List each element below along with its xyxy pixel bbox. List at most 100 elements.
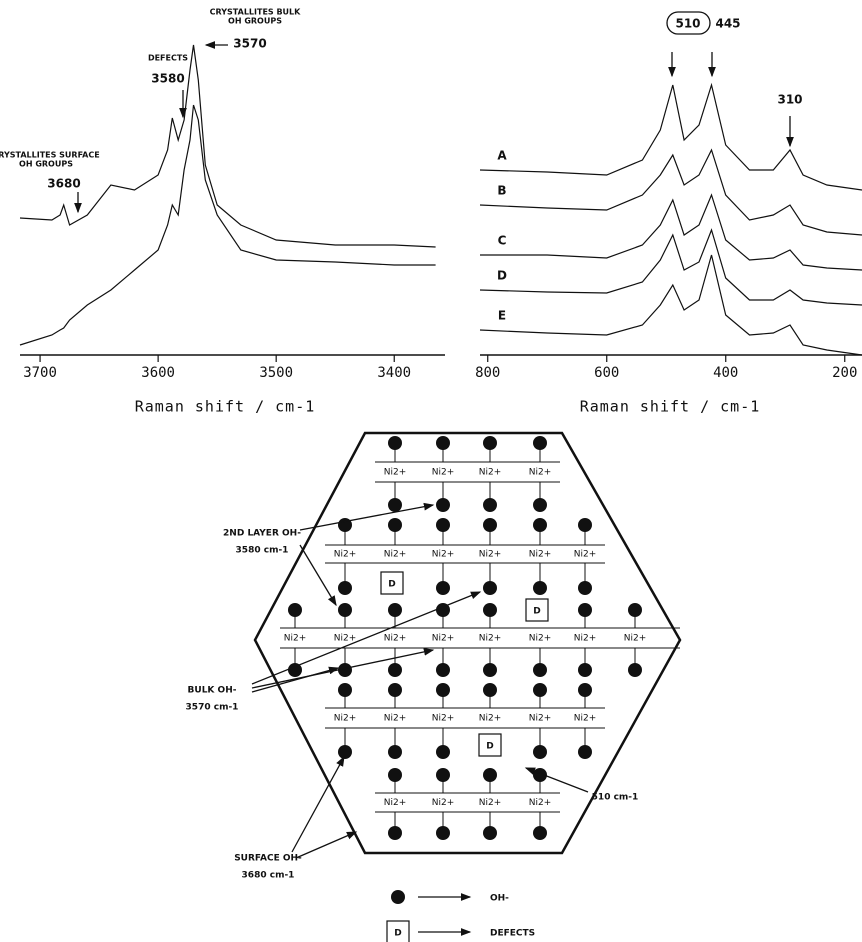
defect-symbol: D (388, 580, 395, 590)
legend-defect-symbol: D (394, 929, 401, 939)
arrow (296, 832, 356, 858)
ni-label: Ni2+ (479, 550, 502, 560)
oh-dot (533, 683, 547, 697)
figure: 3700360035003400Raman shift / cm-1800600… (0, 0, 862, 942)
oh-dot (483, 436, 497, 450)
oh-dot (436, 436, 450, 450)
oh-dot (578, 745, 592, 759)
oh-dot (436, 518, 450, 532)
annotation: 3680 (47, 177, 80, 191)
oh-dot (338, 745, 352, 759)
diagram-label: 3680 cm-1 (242, 871, 295, 881)
series-label: C (498, 234, 507, 248)
oh-dot (388, 826, 402, 840)
ni-label: Ni2+ (574, 550, 597, 560)
spectrum-line (480, 85, 862, 190)
oh-dot (436, 745, 450, 759)
oh-dot (483, 683, 497, 697)
ni-label: Ni2+ (432, 550, 455, 560)
x-tick-label: 800 (475, 365, 500, 381)
ni-label: Ni2+ (479, 798, 502, 808)
defect-symbol: D (533, 607, 540, 617)
x-tick-label: 3700 (23, 365, 57, 381)
ni-label: Ni2+ (529, 798, 552, 808)
ni-label: Ni2+ (624, 634, 647, 644)
oh-dot (288, 603, 302, 617)
oh-dot (388, 745, 402, 759)
oh-dot (628, 663, 642, 677)
ni-label: Ni2+ (432, 634, 455, 644)
annotation: 3580 (151, 72, 184, 86)
spectrum-line (480, 150, 862, 235)
oh-dot (483, 603, 497, 617)
series-label: A (497, 149, 507, 163)
x-tick-label: 3500 (259, 365, 293, 381)
annotation: 510 (675, 17, 700, 31)
oh-dot (533, 581, 547, 595)
oh-dot (338, 581, 352, 595)
annotation: OH GROUPS (228, 17, 282, 26)
series-label: D (497, 269, 507, 283)
oh-dot (483, 581, 497, 595)
oh-dot (388, 603, 402, 617)
oh-dot (483, 826, 497, 840)
oh-dot (388, 498, 402, 512)
ni-label: Ni2+ (529, 634, 552, 644)
ni-label: Ni2+ (334, 550, 357, 560)
oh-dot (533, 745, 547, 759)
ni-label: Ni2+ (284, 634, 307, 644)
ni-label: Ni2+ (574, 634, 597, 644)
oh-dot (388, 518, 402, 532)
spectrum-line (20, 45, 436, 247)
oh-dot (578, 603, 592, 617)
diagram-label: 510 cm-1 (592, 793, 639, 803)
ni-label: Ni2+ (432, 798, 455, 808)
annotation: 3570 (233, 37, 266, 51)
ni-label: Ni2+ (529, 550, 552, 560)
annotation: 310 (777, 93, 802, 107)
oh-dot (436, 768, 450, 782)
x-axis-label: Raman shift / cm-1 (580, 398, 761, 416)
oh-dot (436, 498, 450, 512)
oh-dot (533, 436, 547, 450)
ni-label: Ni2+ (479, 634, 502, 644)
ni-label: Ni2+ (432, 714, 455, 724)
legend-label: DEFECTS (490, 929, 535, 939)
oh-dot (436, 683, 450, 697)
diagram-label: BULK OH- (188, 686, 237, 696)
oh-dot (483, 498, 497, 512)
spectrum-line (20, 105, 436, 345)
arrow (252, 650, 433, 688)
ni-label: Ni2+ (384, 634, 407, 644)
defect-symbol: D (486, 742, 493, 752)
diagram-label: 3570 cm-1 (186, 703, 239, 713)
arrow (300, 545, 336, 605)
oh-dot (578, 518, 592, 532)
oh-dot (483, 518, 497, 532)
annotation: OH GROUPS (19, 160, 73, 169)
oh-dot (578, 683, 592, 697)
ni-label: Ni2+ (574, 714, 597, 724)
oh-dot (628, 603, 642, 617)
oh-dot (436, 581, 450, 595)
legend-dot (391, 890, 405, 904)
ni-label: Ni2+ (479, 468, 502, 478)
oh-dot (388, 436, 402, 450)
ni-label: Ni2+ (334, 714, 357, 724)
x-tick-label: 3400 (377, 365, 411, 381)
spectrum-line (480, 230, 862, 305)
oh-dot (483, 768, 497, 782)
diagram-label: 2ND LAYER OH- (223, 529, 301, 539)
oh-dot (533, 498, 547, 512)
annotation: CRYSTALLITES BULK (210, 8, 302, 17)
oh-dot (436, 826, 450, 840)
annotation: DEFECTS (148, 54, 188, 63)
oh-dot (388, 663, 402, 677)
diagram-label: SURFACE OH- (234, 854, 302, 864)
annotation: 445 (715, 17, 740, 31)
diagram-label: 3580 cm-1 (236, 546, 289, 556)
oh-dot (533, 826, 547, 840)
arrow (292, 757, 344, 852)
ni-label: Ni2+ (384, 714, 407, 724)
ni-label: Ni2+ (479, 714, 502, 724)
